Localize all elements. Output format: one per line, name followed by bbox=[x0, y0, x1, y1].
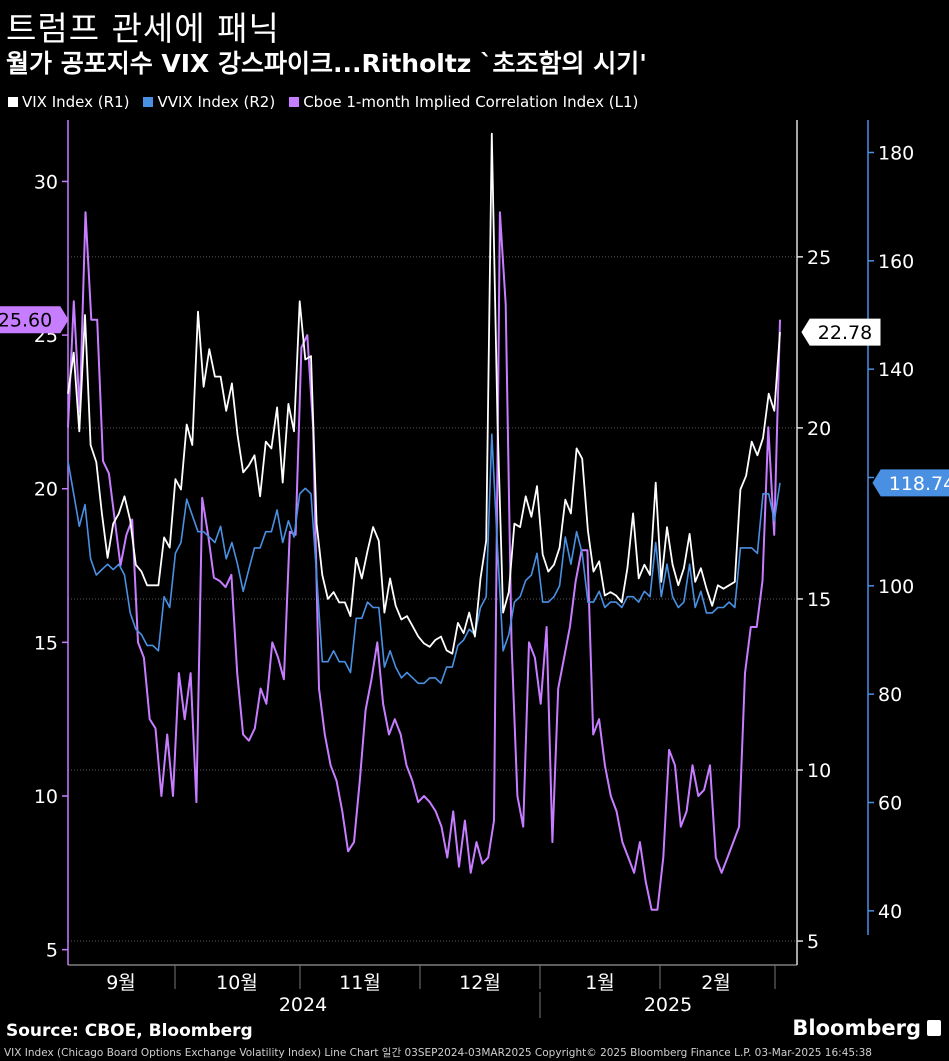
left-tick-label-15: 15 bbox=[34, 632, 58, 654]
vix-line bbox=[67, 132, 781, 655]
r2-tick-label-80: 80 bbox=[878, 684, 902, 706]
r1-tick-label-5: 5 bbox=[807, 931, 819, 953]
terminal-icon bbox=[927, 1020, 941, 1036]
corr-value-tag-label: 25.60 bbox=[0, 310, 52, 332]
r2-tick-label-60: 60 bbox=[878, 793, 902, 815]
legend-label-vvix: VVIX Index (R2) bbox=[157, 93, 276, 111]
legend-label-corr: Cboe 1-month Implied Correlation Index (… bbox=[303, 93, 639, 111]
vix-value-tag-box bbox=[801, 318, 881, 346]
legend-item-vvix: VVIX Index (R2) bbox=[143, 93, 275, 111]
r1-tick-label-20: 20 bbox=[807, 418, 831, 440]
legend-swatch-vix bbox=[8, 97, 18, 107]
left-tick-label-30: 30 bbox=[34, 171, 58, 193]
year-label-1: 2025 bbox=[644, 994, 692, 1016]
x-tick-label-5: 2월 bbox=[701, 972, 731, 994]
legend-swatch-corr bbox=[289, 97, 300, 107]
x-tick-label-3: 12월 bbox=[459, 972, 501, 994]
legend-item-vix: VIX Index (R1) bbox=[8, 93, 129, 111]
vvix-value-tag-label: 118.74 bbox=[889, 473, 949, 495]
value-tags: 25.60 22.78 118.74 bbox=[0, 306, 949, 497]
r2-tick-label-160: 160 bbox=[878, 251, 914, 273]
axes: 5101520253051015202540608010012014016018… bbox=[34, 120, 914, 1018]
series-lines bbox=[67, 132, 781, 911]
legend-swatch-vvix bbox=[143, 97, 154, 107]
left-tick-label-20: 20 bbox=[34, 479, 58, 501]
year-label-0: 2024 bbox=[279, 994, 327, 1016]
r1-tick-label-10: 10 bbox=[807, 760, 831, 782]
brand-name: Bloomberg bbox=[792, 1016, 921, 1040]
r2-tick-label-100: 100 bbox=[878, 576, 914, 598]
r1-tick-label-25: 25 bbox=[807, 247, 831, 269]
legend-label-vix: VIX Index (R1) bbox=[22, 93, 130, 111]
r2-tick-label-40: 40 bbox=[878, 901, 902, 923]
footnote: VIX Index (Chicago Board Options Exchang… bbox=[4, 1047, 872, 1059]
r1-tick-label-15: 15 bbox=[807, 589, 831, 611]
r2-tick-label-180: 180 bbox=[878, 143, 914, 165]
legend-item-corr: Cboe 1-month Implied Correlation Index (… bbox=[289, 93, 638, 111]
vvix-value-tag-box bbox=[872, 469, 949, 497]
x-tick-label-1: 10월 bbox=[216, 972, 258, 994]
r2-tick-label-140: 140 bbox=[878, 359, 914, 381]
corr-line bbox=[67, 211, 781, 911]
x-tick-label-2: 11월 bbox=[339, 972, 381, 994]
x-tick-label-4: 1월 bbox=[585, 972, 615, 994]
left-tick-label-5: 5 bbox=[46, 940, 58, 962]
chart-title: 트럼프 관세에 패닉 bbox=[6, 9, 280, 48]
x-tick-label-0: 9월 bbox=[106, 972, 136, 994]
corr-value-tag-box bbox=[0, 306, 69, 334]
legend: VIX Index (R1) VVIX Index (R2) Cboe 1-mo… bbox=[8, 93, 638, 111]
left-tick-label-10: 10 bbox=[34, 786, 58, 808]
vix-value-tag-label: 22.78 bbox=[818, 322, 872, 344]
source-note: Source: CBOE, Bloomberg bbox=[6, 1021, 253, 1041]
grid-lines bbox=[68, 256, 797, 942]
vvix-line bbox=[67, 433, 781, 685]
bloomberg-logo: Bloomberg bbox=[792, 1016, 941, 1040]
chart-subtitle: 월가 공포지수 VIX 강스파이크...Ritholtz `초조함의 시기' bbox=[6, 49, 647, 78]
